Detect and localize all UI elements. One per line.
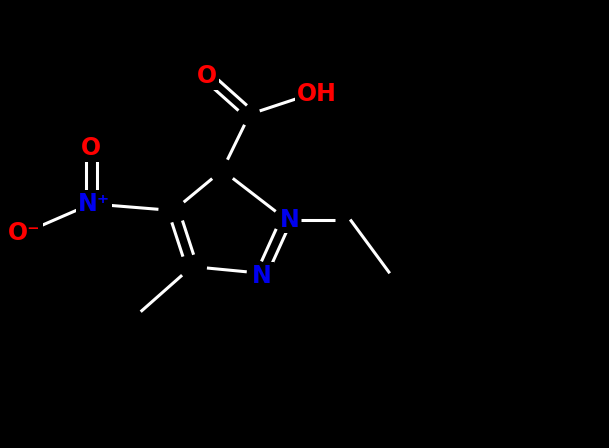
Text: N: N (252, 263, 272, 288)
Text: O: O (81, 136, 102, 160)
Text: O⁻: O⁻ (8, 221, 41, 245)
Text: N⁺: N⁺ (79, 192, 110, 216)
Text: O: O (197, 64, 217, 88)
Text: N: N (280, 207, 299, 232)
Text: OH: OH (297, 82, 337, 106)
